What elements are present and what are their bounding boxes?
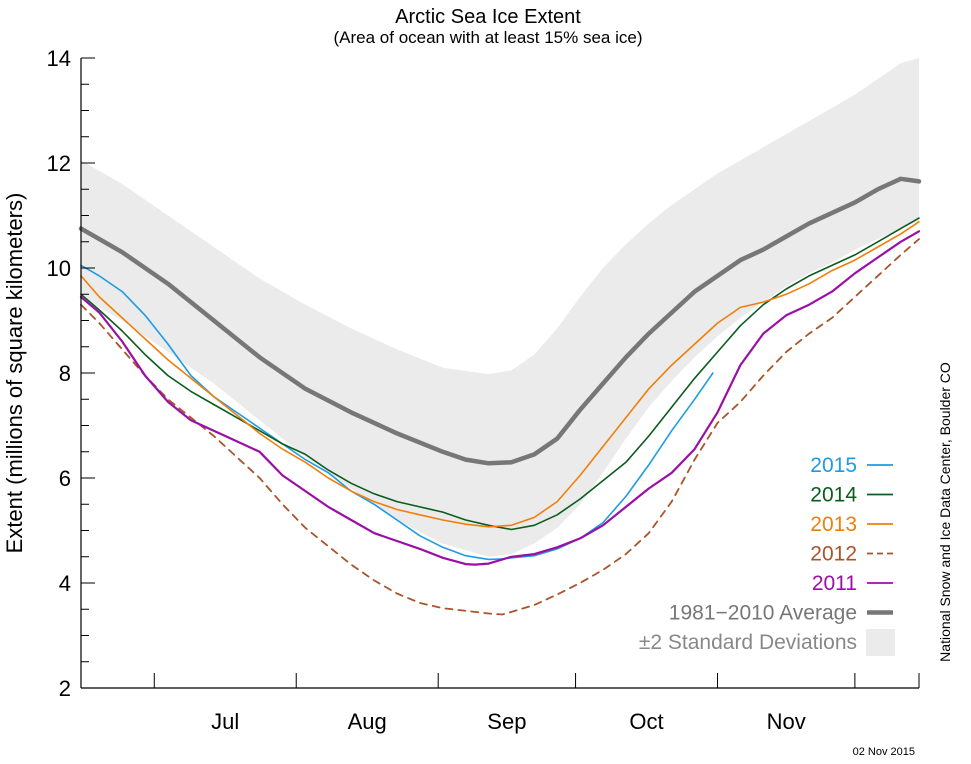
series-line-2014 — [80, 217, 920, 531]
y-tick-label: 10 — [47, 256, 71, 281]
series-line-1981-2010-average — [78, 176, 922, 466]
y-tick-label: 6 — [59, 466, 71, 491]
legend-item: ±2 Standard Deviations — [639, 629, 895, 656]
x-month-label: Jul — [211, 709, 239, 734]
legend-label: ±2 Standard Deviations — [639, 631, 857, 654]
legend-label: 2012 — [810, 543, 857, 566]
y-axis-label: Extent (millions of square kilometers) — [2, 193, 27, 554]
series-line-2013 — [80, 221, 920, 528]
series-line-2015 — [80, 264, 714, 561]
legend-item: 1981−2010 Average — [669, 602, 893, 625]
legend-label: 2014 — [810, 484, 857, 507]
legend-swatch-band — [866, 629, 895, 656]
legend-label: 2015 — [810, 454, 857, 477]
x-month-label: Sep — [487, 709, 526, 734]
y-tick-label: 12 — [47, 151, 71, 176]
chart-title: Arctic Sea Ice Extent — [395, 6, 581, 28]
date-stamp: 02 Nov 2015 — [853, 746, 915, 758]
legend-item: 2013 — [810, 513, 893, 536]
std-dev-band — [81, 58, 919, 557]
series-line-2011 — [79, 230, 921, 566]
legend-label: 2011 — [812, 572, 857, 595]
y-tick-label: 8 — [59, 361, 71, 386]
axes-layer: 2 4 6 8 10 12 14 Jul Aug Sep Oct Nov — [47, 46, 920, 734]
legend-label: 1981−2010 Average — [669, 602, 857, 625]
legend-item: 2011 — [812, 572, 893, 595]
std-dev-band-layer — [81, 58, 919, 557]
legend-item: 2015 — [810, 454, 893, 477]
series-layer — [78, 176, 922, 616]
credit-text: National Snow and Ice Data Center, Bould… — [937, 362, 953, 662]
legend-item: 2012 — [810, 543, 893, 566]
y-tick-label: 2 — [59, 676, 71, 701]
legend: 2015 2014 2013 2012 2011 1981−2010 Average ±2 … — [639, 454, 895, 656]
x-month-label: Nov — [767, 709, 806, 734]
legend-label: 2013 — [810, 513, 857, 536]
chart-subtitle: (Area of ocean with at least 15% sea ice… — [334, 28, 643, 47]
x-month-label: Aug — [348, 709, 387, 734]
legend-item: 2014 — [810, 484, 893, 507]
series-line-2012 — [80, 238, 920, 616]
y-tick-label: 14 — [47, 46, 71, 71]
y-tick-label: 4 — [59, 571, 71, 596]
x-month-label: Oct — [629, 709, 663, 734]
